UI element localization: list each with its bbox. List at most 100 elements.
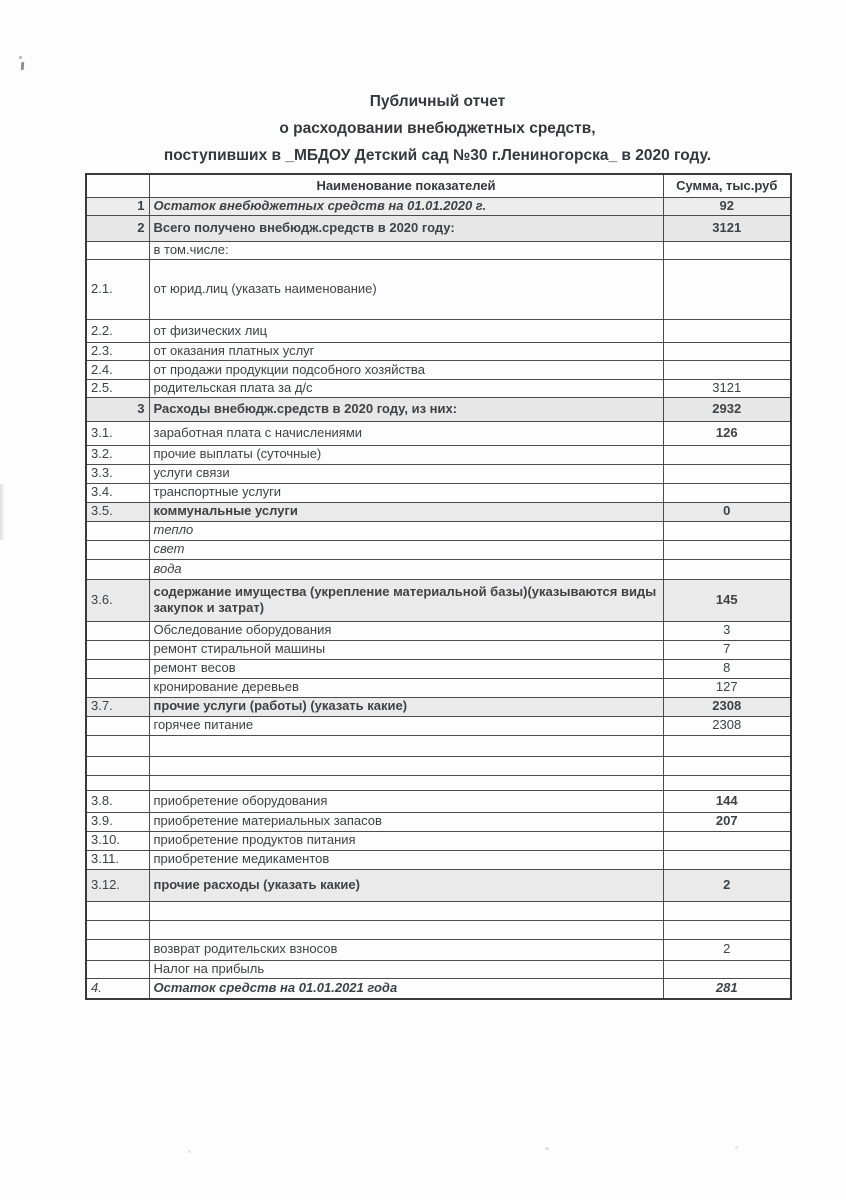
table-row: 3.4. транспортные услуги — [85, 482, 792, 503]
cell-row-number — [85, 715, 150, 736]
cell-row-number — [85, 734, 150, 757]
table-row: вода — [85, 558, 792, 580]
cell-indicator-name: прочие выплаты (суточные) — [148, 444, 664, 465]
cell-indicator-name: ремонт стиральной машины — [148, 639, 664, 660]
report-title-line: о расходовании внебюджетных средств, — [279, 120, 596, 137]
cell-sum-value: 3 — [662, 620, 792, 641]
cell-sum-value — [662, 463, 792, 484]
table-row: 4. Остаток средств на 01.01.2021 года 281 — [85, 977, 792, 1000]
cell-sum-value — [662, 900, 792, 921]
cell-row-number: 3.9. — [85, 811, 150, 832]
cell-row-number — [85, 959, 150, 979]
cell-indicator-name: вода — [148, 558, 664, 580]
cell-indicator-name: приобретение медикаментов — [148, 849, 664, 870]
cell-indicator-name: транспортные услуги — [148, 482, 664, 503]
cell-sum-value — [662, 830, 792, 851]
cell-sum-value: 3121 — [662, 215, 792, 242]
cell-indicator-name — [148, 734, 664, 757]
table-row: 3.6. содержание имущества (укрепление мат… — [85, 578, 792, 622]
col-header-empty — [85, 173, 150, 198]
cell-indicator-name: в том.числе: — [148, 241, 664, 260]
cell-sum-value — [662, 734, 792, 757]
cell-sum-value — [662, 959, 792, 979]
cell-sum-value — [662, 919, 792, 940]
table-row: 3.10. приобретение продуктов питания — [85, 830, 792, 851]
cell-sum-value — [662, 360, 792, 380]
table-row: 3.5. коммунальные услуги 0 — [85, 501, 792, 522]
table-row: Налог на прибыль — [85, 959, 792, 979]
cell-indicator-name: коммунальные услуги — [148, 501, 664, 522]
cell-sum-value: 2308 — [662, 696, 792, 717]
table-row: в том.числе: — [85, 241, 792, 260]
cell-indicator-name: содержание имущества (укрепление материа… — [148, 578, 664, 622]
table-row: кронирование деревьев 127 — [85, 677, 792, 698]
cell-indicator-name: от оказания платных услуг — [148, 342, 664, 361]
cell-row-number — [85, 755, 150, 776]
cell-row-number: 3.1. — [85, 420, 150, 446]
cell-sum-value: 207 — [662, 811, 792, 832]
cell-row-number — [85, 658, 150, 679]
cell-row-number: 3.5. — [85, 501, 150, 522]
cell-sum-value: 144 — [662, 789, 792, 813]
cell-sum-value: 126 — [662, 420, 792, 446]
table-row: 3.2. прочие выплаты (суточные) — [85, 444, 792, 465]
cell-row-number: 3.7. — [85, 696, 150, 717]
cell-indicator-name: горячее питание — [148, 715, 664, 736]
table-row: возврат родительских взносов 2 — [85, 938, 792, 961]
cell-sum-value: 2308 — [662, 715, 792, 736]
cell-sum-value: 3121 — [662, 379, 792, 398]
scan-artifact — [0, 484, 5, 540]
table-row: 3.8. приобретение оборудования 144 — [85, 789, 792, 813]
cell-indicator-name: услуги связи — [148, 463, 664, 484]
cell-row-number — [85, 677, 150, 698]
cell-sum-value: 7 — [662, 639, 792, 660]
table-row: 3.12. прочие расходы (указать какие) 2 — [85, 868, 792, 902]
cell-indicator-name — [148, 919, 664, 940]
cell-indicator-name: родительская плата за д/с — [148, 379, 664, 398]
table-row: 3.1. заработная плата с начислениями 126 — [85, 420, 792, 446]
cell-row-number: 3.10. — [85, 830, 150, 851]
report-table: Наименование показателей Сумма, тыс.руб … — [85, 173, 792, 1001]
cell-indicator-name — [148, 900, 664, 921]
cell-sum-value — [662, 558, 792, 580]
table-row — [85, 755, 792, 776]
cell-indicator-name: от продажи продукции подсобного хозяйств… — [148, 360, 664, 380]
table-row — [85, 919, 792, 940]
cell-row-number — [85, 900, 150, 921]
cell-indicator-name: кронирование деревьев — [148, 677, 664, 698]
cell-row-number: 4. — [85, 977, 150, 1000]
table-row: 2.1. от юрид.лиц (указать наименование) — [85, 259, 792, 320]
cell-indicator-name: заработная плата с начислениями — [148, 420, 664, 446]
cell-indicator-name — [148, 774, 664, 791]
cell-indicator-name: прочие расходы (указать какие) — [148, 868, 664, 902]
table-row: тепло — [85, 520, 792, 541]
cell-row-number: 3.12. — [85, 868, 150, 902]
cell-sum-value — [662, 755, 792, 776]
cell-sum-value: 2 — [662, 938, 792, 961]
cell-row-number: 2 — [85, 215, 150, 242]
cell-row-number — [85, 520, 150, 541]
table-row: 1 Остаток внебюджетных средств на 01.01.2… — [85, 197, 792, 216]
cell-row-number: 3.4. — [85, 482, 150, 503]
cell-row-number — [85, 938, 150, 961]
table-row: Обследование оборудования 3 — [85, 620, 792, 641]
cell-sum-value — [662, 319, 792, 343]
cell-row-number: 3.2. — [85, 444, 150, 465]
scan-artifact — [19, 56, 22, 59]
cell-indicator-name: от юрид.лиц (указать наименование) — [148, 259, 664, 320]
report-title-line: поступивших в _МБДОУ Детский сад №30 г.Л… — [163, 147, 712, 164]
cell-row-number: 3 — [85, 396, 150, 422]
cell-indicator-name: приобретение материальных запасов — [148, 811, 664, 832]
cell-indicator-name: тепло — [148, 520, 664, 541]
cell-indicator-name: возврат родительских взносов — [148, 938, 664, 961]
cell-sum-value — [662, 444, 792, 465]
table-row: ремонт весов 8 — [85, 658, 792, 679]
cell-sum-value: 127 — [662, 677, 792, 698]
cell-sum-value — [662, 259, 792, 320]
table-row — [85, 900, 792, 921]
cell-indicator-name: свет — [148, 539, 664, 560]
cell-row-number — [85, 919, 150, 940]
table-row: 3.11. приобретение медикаментов — [85, 849, 792, 870]
cell-indicator-name: Расходы внебюдж.средств в 2020 году, из … — [148, 396, 664, 422]
cell-sum-value — [662, 482, 792, 503]
